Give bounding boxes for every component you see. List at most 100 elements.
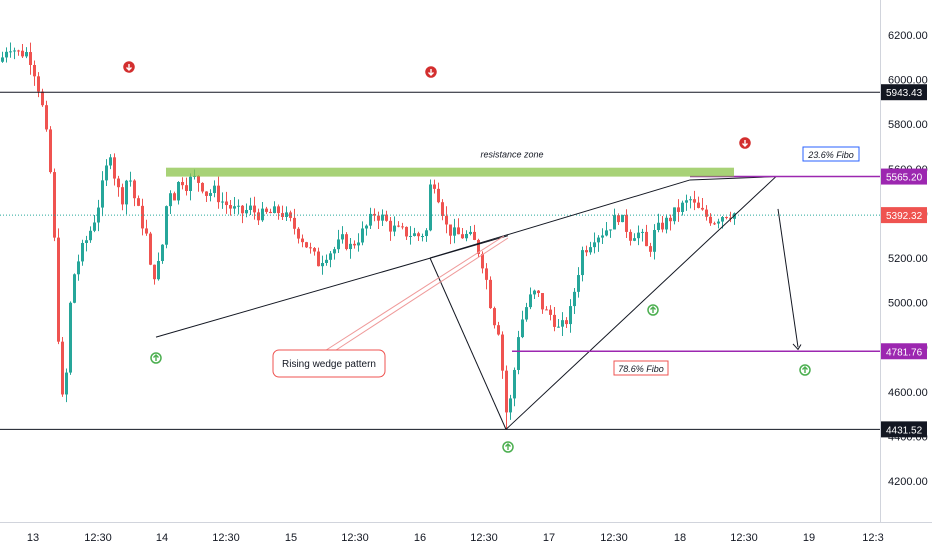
- candle-body: [581, 250, 584, 276]
- price-tag-label: 5392.32: [886, 211, 923, 222]
- price-tag-box: [881, 207, 927, 224]
- x-tick-label: 12:3: [862, 532, 883, 544]
- candle-body: [21, 50, 24, 57]
- drop-line: [429, 257, 507, 430]
- candle-body: [181, 182, 184, 186]
- candle-body: [69, 302, 72, 373]
- candle-body: [245, 209, 248, 214]
- candle-body: [689, 199, 692, 201]
- candle-body: [213, 185, 216, 194]
- candle-body: [577, 275, 580, 292]
- candle-body: [197, 175, 200, 183]
- x-tick-label: 19: [803, 532, 815, 544]
- candle-body: [709, 216, 712, 224]
- candle-body: [85, 240, 88, 243]
- fibo-236-box: [802, 146, 860, 162]
- candle-body: [457, 227, 460, 235]
- candle-body: [101, 180, 104, 208]
- candle-body: [501, 334, 504, 371]
- sell-signal-icon-glyph: [126, 64, 132, 71]
- candle-body: [9, 51, 12, 53]
- candle-body: [333, 249, 336, 254]
- candle-body: [593, 242, 596, 248]
- candle-body: [401, 226, 404, 228]
- candle-body: [717, 221, 720, 224]
- candle-body: [105, 165, 108, 181]
- buy-signal-icon-glyph: [802, 366, 808, 373]
- candle-body: [681, 202, 684, 212]
- fibo-786-box: [613, 360, 669, 376]
- price-tag-label: 4431.52: [886, 425, 923, 436]
- candle-body: [161, 244, 164, 262]
- candle-body: [221, 201, 224, 203]
- candle-body: [269, 211, 272, 214]
- candle-body: [121, 187, 124, 205]
- candle-body: [557, 326, 560, 328]
- y-tick-label: 6200.00: [888, 30, 928, 42]
- candle-body: [605, 230, 608, 236]
- candle-body: [313, 248, 316, 252]
- sell-signal-icon: [425, 66, 437, 78]
- x-tick-label: 12:30: [470, 532, 498, 544]
- candle-body: [273, 206, 276, 214]
- candle-body: [609, 229, 612, 231]
- candle-body: [25, 52, 28, 57]
- price-tag-box: [881, 421, 927, 438]
- candle-body: [597, 237, 600, 243]
- candle-body: [589, 247, 592, 253]
- candle-body: [209, 193, 212, 196]
- candle-body: [253, 205, 256, 213]
- candle-body: [285, 212, 288, 217]
- candle-body: [705, 209, 708, 217]
- candle-body: [337, 239, 340, 250]
- candle-body: [45, 105, 48, 130]
- candle-body: [549, 309, 552, 315]
- candle-body: [413, 233, 416, 236]
- x-tick-label: 12:30: [212, 532, 240, 544]
- candle-body: [321, 262, 324, 267]
- candle-body: [417, 233, 420, 237]
- candle-body: [81, 242, 84, 262]
- candle-body: [317, 251, 320, 267]
- buy-signal-icon-glyph: [650, 306, 656, 313]
- candle-body: [485, 268, 488, 280]
- projection-arrow-line: [777, 208, 799, 348]
- candle-body: [249, 205, 252, 210]
- candle-body: [725, 217, 728, 219]
- candle-body: [261, 208, 264, 221]
- candle-body: [129, 180, 132, 182]
- candle-body: [585, 250, 588, 253]
- candle-body: [693, 199, 696, 203]
- candle-body: [77, 261, 80, 275]
- candle-body: [713, 223, 716, 225]
- candle-body: [565, 320, 568, 325]
- candle-body: [465, 233, 468, 239]
- candle-body: [177, 182, 180, 201]
- x-tick-label: 15: [285, 532, 297, 544]
- candle-body: [289, 212, 292, 218]
- y-tick-label: 4200.00: [888, 476, 928, 488]
- candle-body: [41, 91, 44, 106]
- candle-body: [165, 206, 168, 245]
- candle-body: [669, 217, 672, 222]
- candle-body: [505, 370, 508, 413]
- candle-body: [385, 214, 388, 221]
- wedge-callout-box: [272, 349, 386, 378]
- candle-body: [141, 205, 144, 229]
- candle-body: [381, 214, 384, 221]
- x-tick-label: 13: [27, 532, 39, 544]
- candle-body: [237, 205, 240, 207]
- wedge-lower-line-right: [505, 176, 777, 430]
- y-tick-label: 4600.00: [888, 387, 928, 399]
- candle-body: [529, 294, 532, 308]
- candle-body: [109, 157, 112, 166]
- candle-body: [633, 238, 636, 241]
- candle-body: [61, 341, 64, 395]
- candle-body: [469, 231, 472, 234]
- candle-body: [357, 242, 360, 246]
- candle-body: [137, 198, 140, 206]
- candle-body: [553, 314, 556, 327]
- sell-signal-icon-glyph: [742, 140, 748, 147]
- candle-body: [341, 234, 344, 240]
